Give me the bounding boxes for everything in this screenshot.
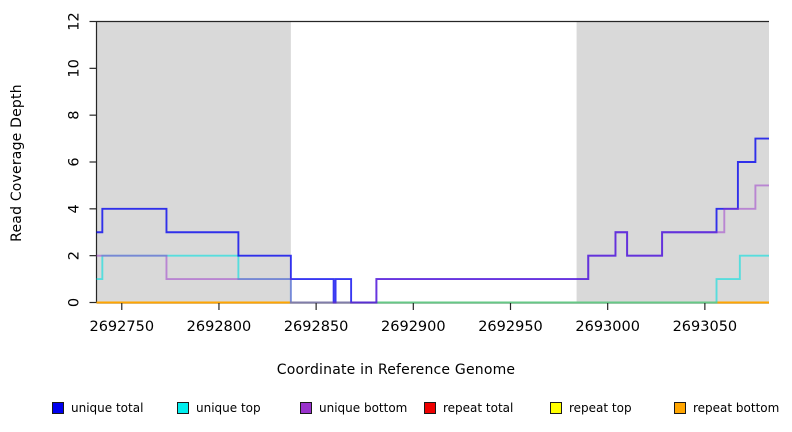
legend-swatch <box>52 402 64 414</box>
x-tick-label: 2692850 <box>284 319 349 335</box>
y-tick-label: 8 <box>67 111 83 120</box>
legend-item-unique-total: unique total <box>52 399 143 417</box>
legend-swatch <box>424 402 436 414</box>
y-axis-title: Read Coverage Depth <box>9 84 25 242</box>
legend-label: repeat total <box>443 401 514 415</box>
legend-swatch <box>177 402 189 414</box>
legend-item-repeat-top: repeat top <box>550 399 632 417</box>
x-tick-label: 2693000 <box>575 319 640 335</box>
legend-swatch <box>674 402 686 414</box>
legend-swatch <box>300 402 312 414</box>
legend-label: unique bottom <box>319 401 408 415</box>
x-axis-title: Coordinate in Reference Genome <box>276 362 516 378</box>
x-tick-label: 2692900 <box>381 319 446 335</box>
legend-item-repeat-bottom: repeat bottom <box>674 399 779 417</box>
legend-label: unique top <box>196 401 261 415</box>
y-tick-label: 0 <box>67 298 83 307</box>
series-line-unique-bottom <box>96 184 769 304</box>
legend-label: repeat bottom <box>693 401 780 415</box>
x-tick-label: 2692800 <box>187 319 252 335</box>
legend-swatch <box>550 402 562 414</box>
legend-label: repeat top <box>569 401 632 415</box>
masked-region <box>96 21 291 303</box>
legend-item-repeat-total: repeat total <box>424 399 513 417</box>
legend-label: unique total <box>71 401 144 415</box>
x-tick-label: 2692750 <box>89 319 154 335</box>
y-tick-label: 6 <box>67 157 83 166</box>
y-tick-label: 10 <box>67 59 83 77</box>
x-tick-label: 2692950 <box>478 319 543 335</box>
y-tick-label: 4 <box>67 204 83 213</box>
x-tick-label: 2693050 <box>673 319 738 335</box>
y-tick-label: 2 <box>67 251 83 260</box>
legend-item-unique-bottom: unique bottom <box>300 399 407 417</box>
legend-item-unique-top: unique top <box>177 399 261 417</box>
y-tick-label: 12 <box>67 12 83 30</box>
legend: unique total unique top unique bottom repea… <box>0 399 792 423</box>
